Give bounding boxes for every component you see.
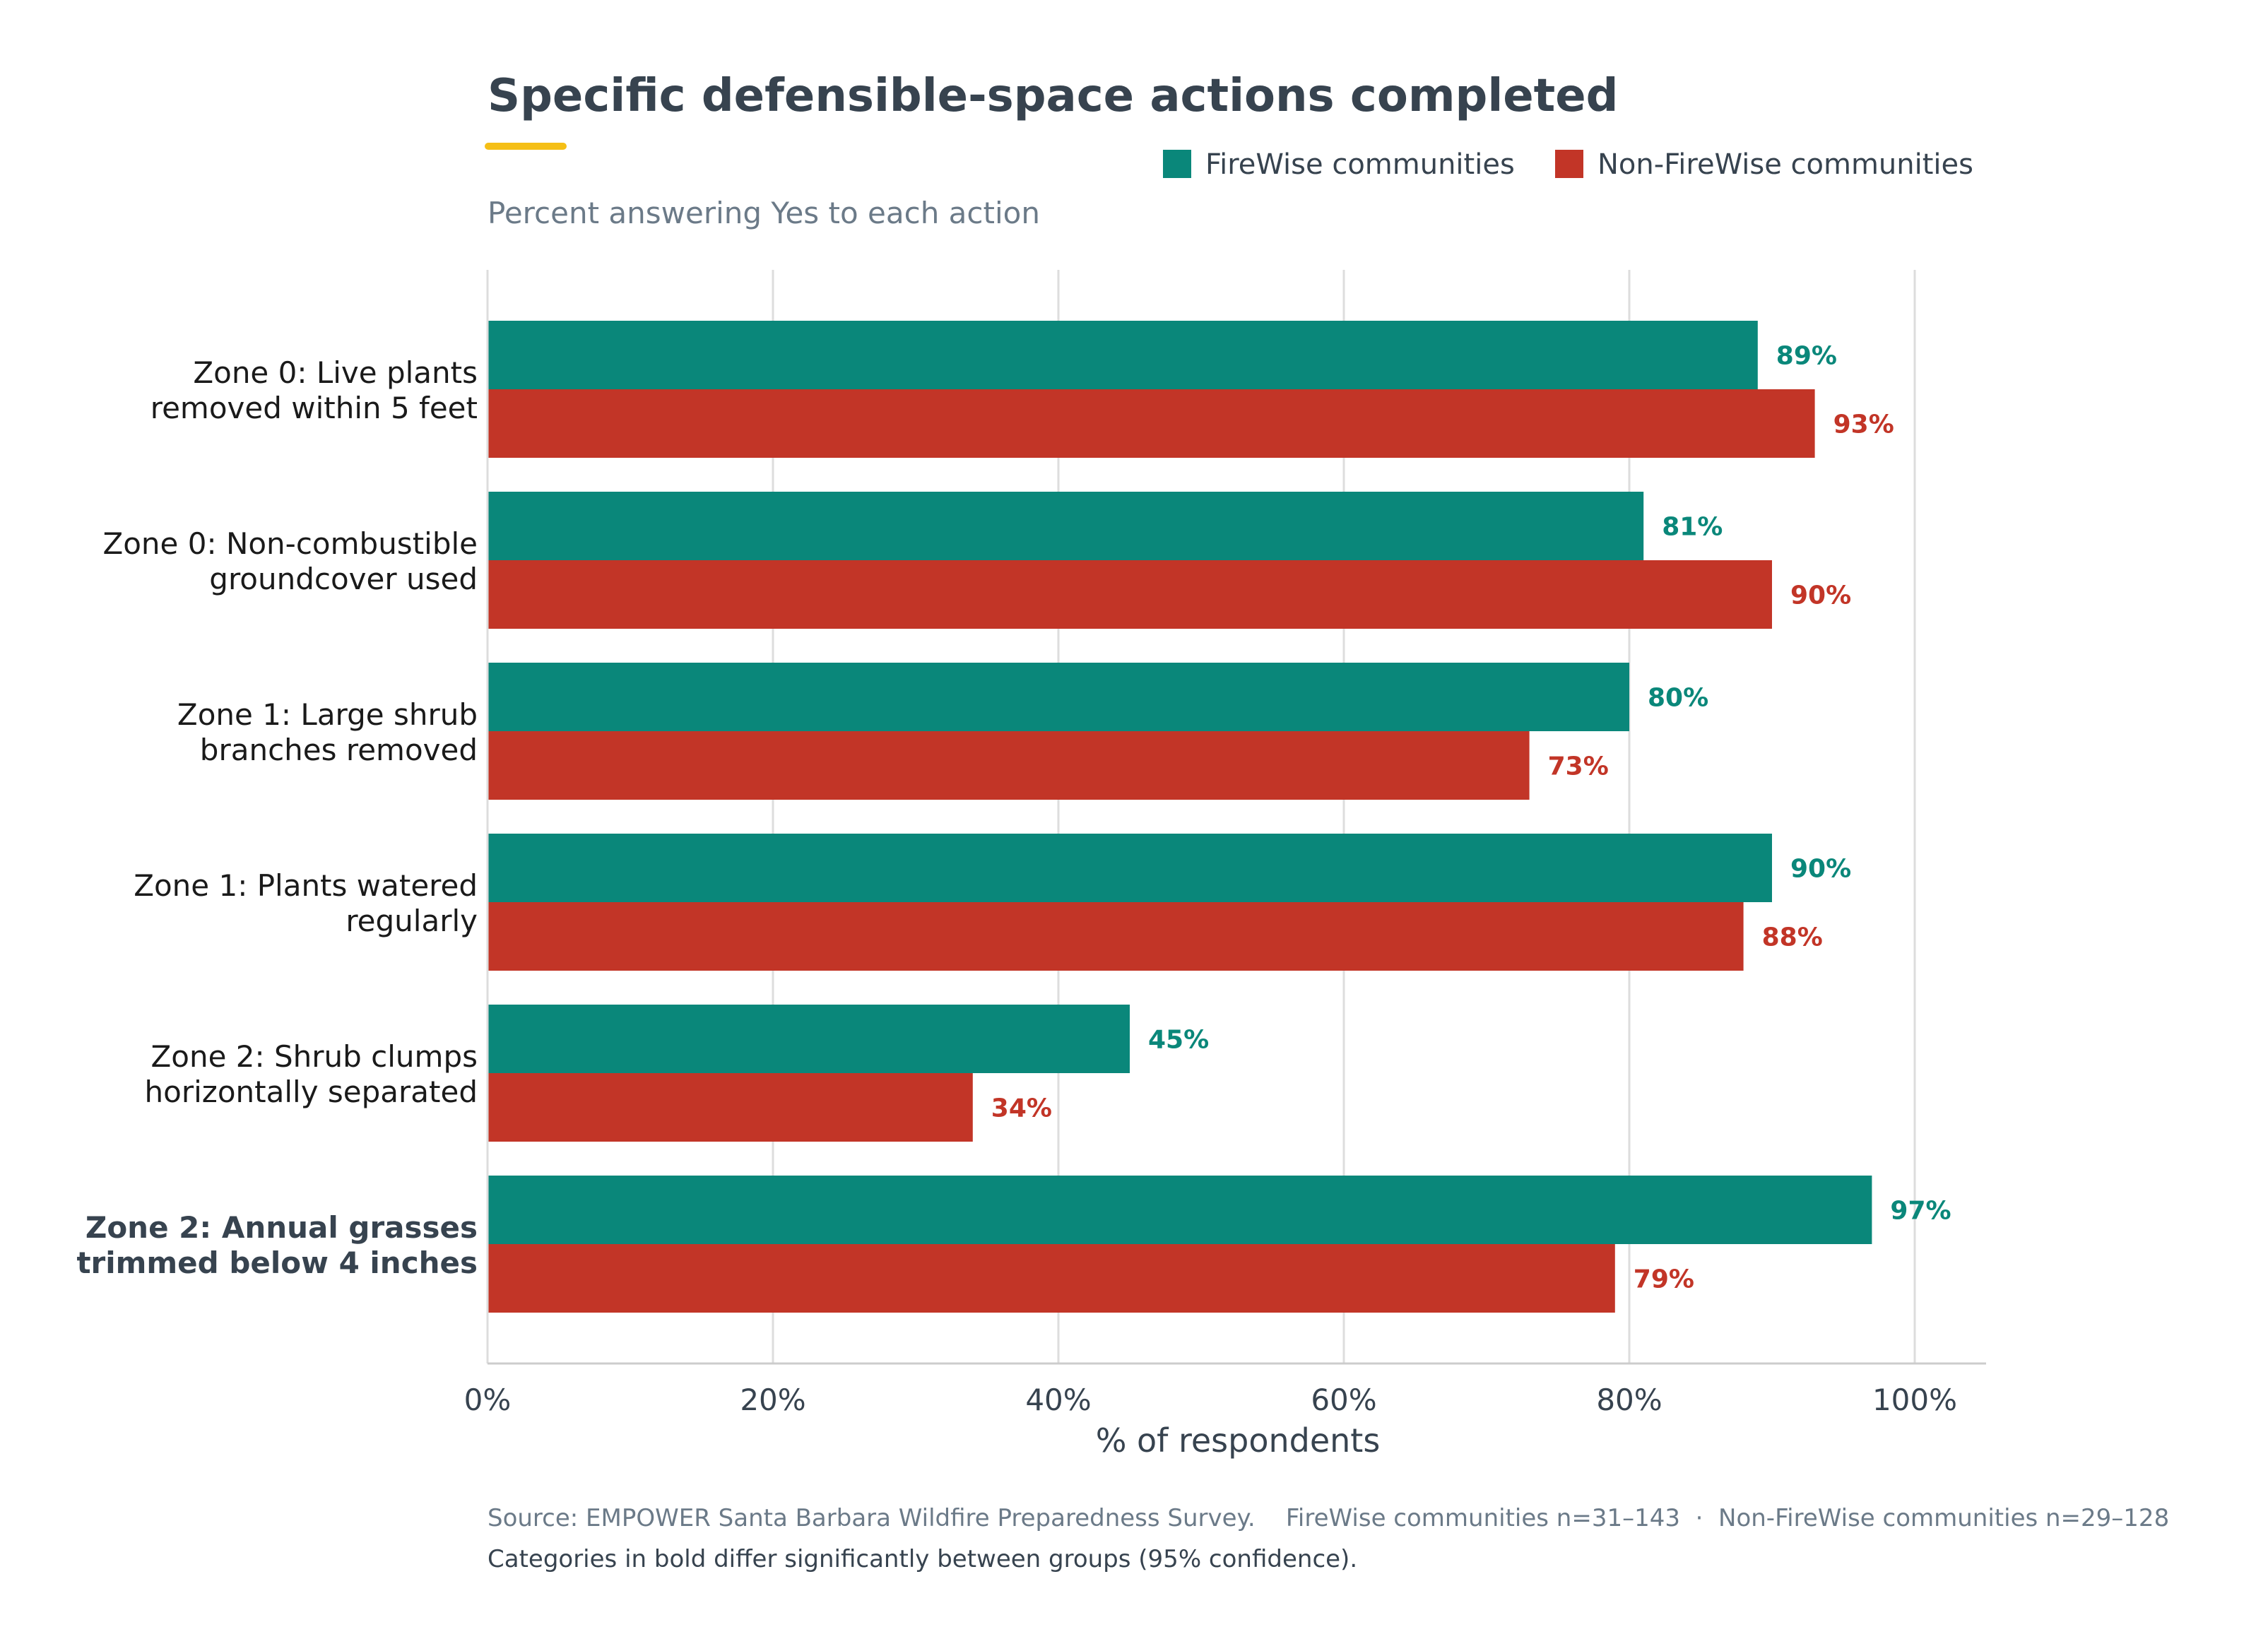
- bars: [488, 321, 1872, 1313]
- bar-firewise: [488, 321, 1758, 389]
- legend-swatch-nonfirewise: [1555, 150, 1583, 178]
- x-tick-label: 40%: [1025, 1383, 1091, 1417]
- chart-title: Specific defensible-space actions comple…: [488, 70, 1618, 122]
- category-label: Zone 1: Plants watered: [134, 868, 478, 903]
- data-label: 45%: [1148, 1026, 1209, 1055]
- category-label: groundcover used: [209, 562, 478, 596]
- category-label: Zone 1: Large shrub: [177, 697, 478, 732]
- bar-firewise: [488, 492, 1644, 560]
- category-label: removed within 5 feet: [150, 391, 478, 425]
- category-label: branches removed: [200, 733, 478, 767]
- bar-firewise: [488, 663, 1629, 731]
- category-label: Zone 0: Non-combustible: [102, 526, 478, 561]
- category-label: regularly: [345, 904, 478, 938]
- bar-nonfirewise: [488, 731, 1530, 800]
- x-tick-label: 20%: [740, 1383, 805, 1417]
- legend-swatch-firewise: [1163, 150, 1191, 178]
- value-labels: 89% 93% 81% 90% 80% 73% 90% 88% 45% 34% 97% 79%: [991, 342, 1951, 1294]
- x-axis: 0% 20% 40% 60% 80% 100%: [464, 270, 1986, 1417]
- data-label: 89%: [1776, 342, 1837, 371]
- x-tick-label: 80%: [1596, 1383, 1662, 1417]
- chart-subtitle: Percent answering Yes to each action: [488, 196, 1040, 230]
- bar-nonfirewise: [488, 389, 1815, 458]
- bar-nonfirewise: [488, 1244, 1615, 1313]
- category-label: Zone 0: Live plants: [193, 355, 478, 390]
- bar-nonfirewise: [488, 902, 1744, 971]
- data-label: 93%: [1833, 410, 1894, 439]
- data-label: 34%: [991, 1094, 1052, 1123]
- category-label: Zone 2: Shrub clumps: [150, 1039, 478, 1074]
- legend-label-nonfirewise: Non-FireWise communities: [1597, 148, 1973, 181]
- source-note: Source: EMPOWER Santa Barbara Wildfire P…: [488, 1504, 2169, 1532]
- bar-nonfirewise: [488, 1073, 973, 1142]
- bar-nonfirewise: [488, 560, 1772, 629]
- legend-label-firewise: FireWise communities: [1205, 148, 1515, 181]
- significance-note: Categories in bold differ significantly …: [488, 1545, 1357, 1573]
- bar-firewise: [488, 834, 1772, 902]
- category-label: horizontally separated: [145, 1075, 478, 1109]
- data-label: 80%: [1648, 684, 1708, 713]
- x-tick-label: 60%: [1311, 1383, 1376, 1417]
- data-label: 88%: [1762, 923, 1823, 952]
- bar-firewise: [488, 1176, 1872, 1244]
- legend: FireWise communities Non-FireWise commun…: [1163, 148, 1973, 181]
- x-tick-label: 100%: [1872, 1383, 1957, 1417]
- data-label: 81%: [1662, 513, 1723, 542]
- data-label: 97%: [1890, 1197, 1951, 1226]
- category-label: trimmed below 4 inches: [76, 1246, 478, 1280]
- data-label: 90%: [1790, 581, 1851, 610]
- data-label: 73%: [1548, 752, 1609, 781]
- x-axis-label: % of respondents: [1096, 1421, 1381, 1460]
- category-label: Zone 2: Annual grasses: [85, 1210, 478, 1245]
- data-label: 90%: [1790, 855, 1851, 884]
- title-accent-bar: [485, 143, 567, 150]
- data-label: 79%: [1634, 1265, 1694, 1294]
- x-tick-label: 0%: [464, 1383, 512, 1417]
- bar-firewise: [488, 1005, 1130, 1073]
